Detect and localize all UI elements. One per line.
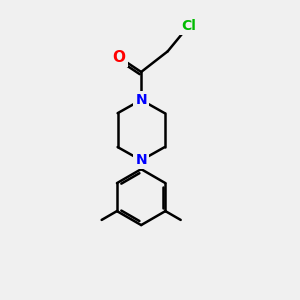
Text: Cl: Cl: [181, 19, 196, 33]
Text: O: O: [112, 50, 126, 65]
Text: N: N: [135, 93, 147, 107]
Text: N: N: [135, 153, 147, 167]
